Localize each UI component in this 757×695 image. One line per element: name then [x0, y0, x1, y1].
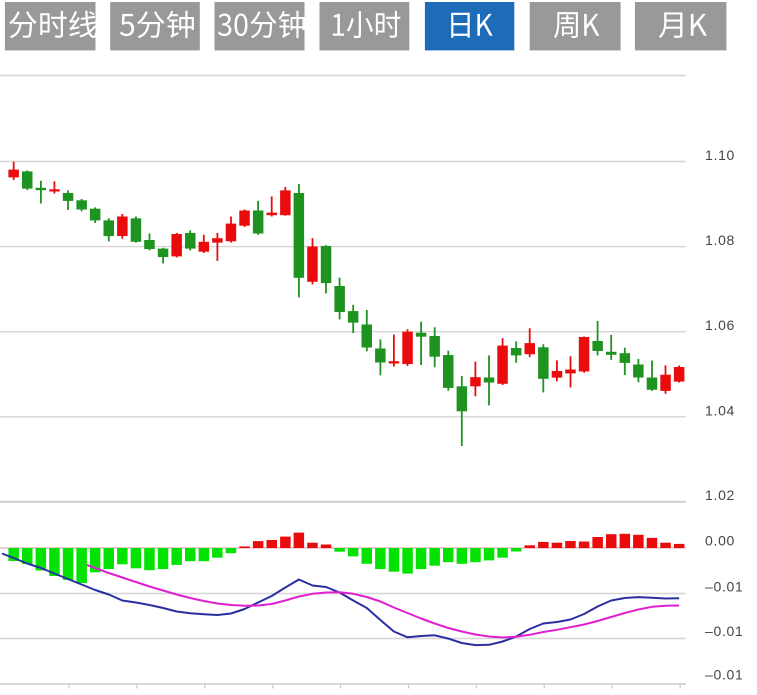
svg-text:1.04: 1.04 [705, 402, 735, 418]
svg-text:1.08: 1.08 [705, 232, 735, 248]
svg-text:0.00: 0.00 [705, 533, 735, 549]
svg-text:–0.01: –0.01 [705, 579, 744, 595]
svg-text:1.10: 1.10 [705, 147, 735, 163]
svg-text:–0.01: –0.01 [705, 623, 744, 639]
svg-text:–0.01: –0.01 [705, 666, 744, 682]
svg-text:1.06: 1.06 [705, 317, 735, 333]
svg-text:1.02: 1.02 [705, 487, 735, 503]
